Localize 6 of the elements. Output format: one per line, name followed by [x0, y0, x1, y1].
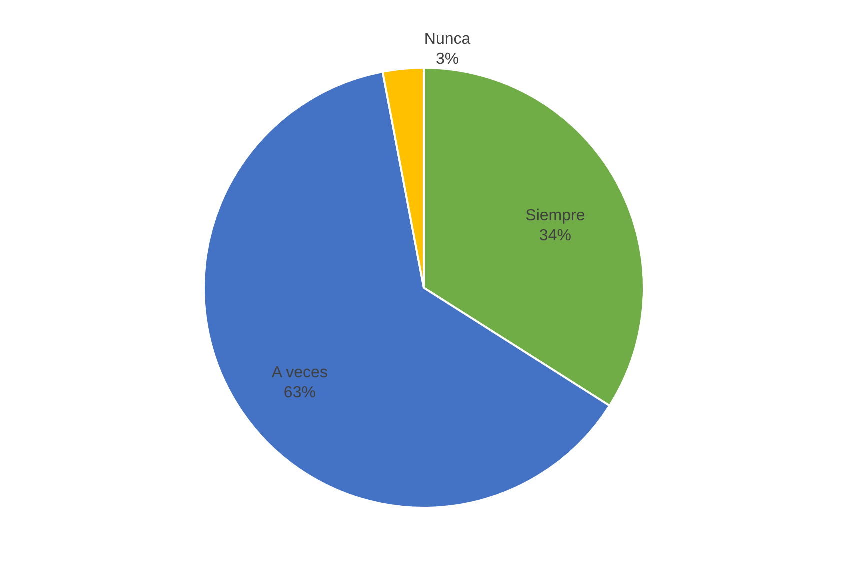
slice-label: A veces [272, 364, 328, 382]
slice-label: Nunca [424, 31, 471, 48]
data-label: 3% [436, 51, 460, 68]
data-label: 63% [284, 384, 316, 402]
data-label: 34% [539, 228, 572, 245]
slice-label: Siempre [526, 208, 586, 225]
